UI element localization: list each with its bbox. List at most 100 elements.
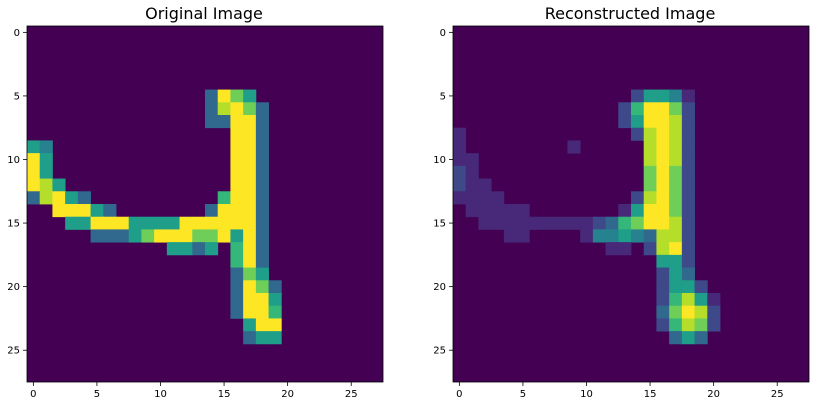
original-pixel — [243, 165, 257, 179]
original-pixel — [243, 318, 257, 332]
reconstructed-pixel — [465, 191, 479, 205]
reconstructed-pixel — [707, 318, 721, 332]
reconstructed-pixel — [694, 318, 708, 332]
reconstructed-pixel — [656, 140, 670, 154]
reconstructed-pixel — [656, 318, 670, 332]
original-x-tick-label: 10 — [154, 389, 167, 400]
original-pixel — [255, 267, 269, 281]
reconstructed-pixel — [453, 165, 467, 179]
original-pixel — [230, 165, 244, 179]
original-x-tick-label: 0 — [30, 389, 36, 400]
reconstructed-pixel — [605, 229, 619, 243]
original-pixel — [179, 242, 193, 256]
original-pixel — [27, 165, 41, 179]
original-pixel — [217, 229, 231, 243]
original-pixel — [230, 89, 244, 103]
original-pixel — [230, 254, 244, 268]
original-pixel — [27, 191, 41, 205]
original-pixel — [128, 229, 142, 243]
reconstructed-y-tick-label: 5 — [440, 91, 446, 102]
reconstructed-pixel — [669, 305, 683, 319]
reconstructed-pixel — [643, 216, 657, 230]
reconstructed-pixel — [465, 153, 479, 167]
reconstructed-pixel — [592, 216, 606, 230]
reconstructed-pixel — [681, 102, 695, 116]
original-pixel — [103, 229, 117, 243]
reconstructed-pixel — [618, 242, 632, 256]
reconstructed-pixel — [681, 331, 695, 345]
reconstructed-pixel — [656, 127, 670, 141]
reconstructed-pixel — [465, 204, 479, 218]
reconstructed-pixel — [643, 229, 657, 243]
reconstructed-pixel — [694, 280, 708, 294]
reconstructed-pixel — [681, 178, 695, 192]
original-pixel — [255, 293, 269, 307]
original-pixel — [230, 204, 244, 218]
reconstructed-x-tick-label: 5 — [520, 389, 526, 400]
reconstructed-pixel — [669, 318, 683, 332]
original-pixel — [243, 102, 257, 116]
original-pixel — [268, 305, 282, 319]
reconstructed-pixel — [681, 293, 695, 307]
original-pixel — [52, 204, 66, 218]
original-pixel — [230, 102, 244, 116]
reconstructed-pixel — [503, 229, 517, 243]
original-pixel — [255, 127, 269, 141]
original-pixel — [141, 229, 155, 243]
reconstructed-pixel — [643, 115, 657, 129]
original-pixel — [205, 102, 219, 116]
reconstructed-pixel — [681, 267, 695, 281]
original-pixel — [217, 89, 231, 103]
reconstructed-pixel — [631, 216, 645, 230]
original-pixel — [230, 191, 244, 205]
reconstructed-pixel — [465, 178, 479, 192]
reconstructed-pixel — [707, 305, 721, 319]
original-y-tick-label: 5 — [14, 91, 20, 102]
reconstructed-x-tick-label: 15 — [644, 389, 657, 400]
reconstructed-pixel — [605, 216, 619, 230]
reconstructed-pixel — [618, 204, 632, 218]
reconstructed-pixel — [669, 89, 683, 103]
original-pixel — [243, 140, 257, 154]
reconstructed-pixel — [592, 229, 606, 243]
reconstructed-y-tick-label: 25 — [433, 346, 446, 357]
original-pixel — [255, 254, 269, 268]
original-pixel — [39, 191, 53, 205]
reconstructed-y-tick-label: 20 — [433, 282, 446, 293]
reconstructed-pixel — [631, 102, 645, 116]
original-pixel — [230, 140, 244, 154]
original-pixel — [243, 127, 257, 141]
reconstructed-pixel — [656, 293, 670, 307]
original-pixel — [179, 216, 193, 230]
reconstructed-pixel — [643, 242, 657, 256]
original-pixel — [268, 280, 282, 294]
reconstructed-pixel — [669, 267, 683, 281]
original-pixel — [103, 204, 117, 218]
reconstructed-pixel — [618, 216, 632, 230]
original-pixel — [205, 115, 219, 129]
original-pixel — [243, 280, 257, 294]
original-pixel — [116, 229, 130, 243]
original-pixel — [230, 115, 244, 129]
original-pixel — [65, 216, 79, 230]
reconstructed-pixel — [669, 293, 683, 307]
original-pixel — [243, 153, 257, 167]
reconstructed-pixel — [656, 254, 670, 268]
original-pixel — [230, 178, 244, 192]
original-pixel — [192, 242, 206, 256]
reconstructed-pixel — [669, 115, 683, 129]
original-pixel — [255, 165, 269, 179]
original-pixel — [217, 204, 231, 218]
original-pixel — [205, 216, 219, 230]
original-pixel — [90, 229, 104, 243]
original-y-tick-label: 10 — [7, 155, 20, 166]
reconstructed-pixel — [516, 229, 530, 243]
original-pixel — [255, 102, 269, 116]
reconstructed-pixel — [669, 280, 683, 294]
original-pixel — [255, 140, 269, 154]
reconstructed-pixel — [656, 242, 670, 256]
original-pixel — [243, 331, 257, 345]
reconstructed-pixel — [478, 191, 492, 205]
original-pixel — [230, 127, 244, 141]
original-pixel — [230, 216, 244, 230]
